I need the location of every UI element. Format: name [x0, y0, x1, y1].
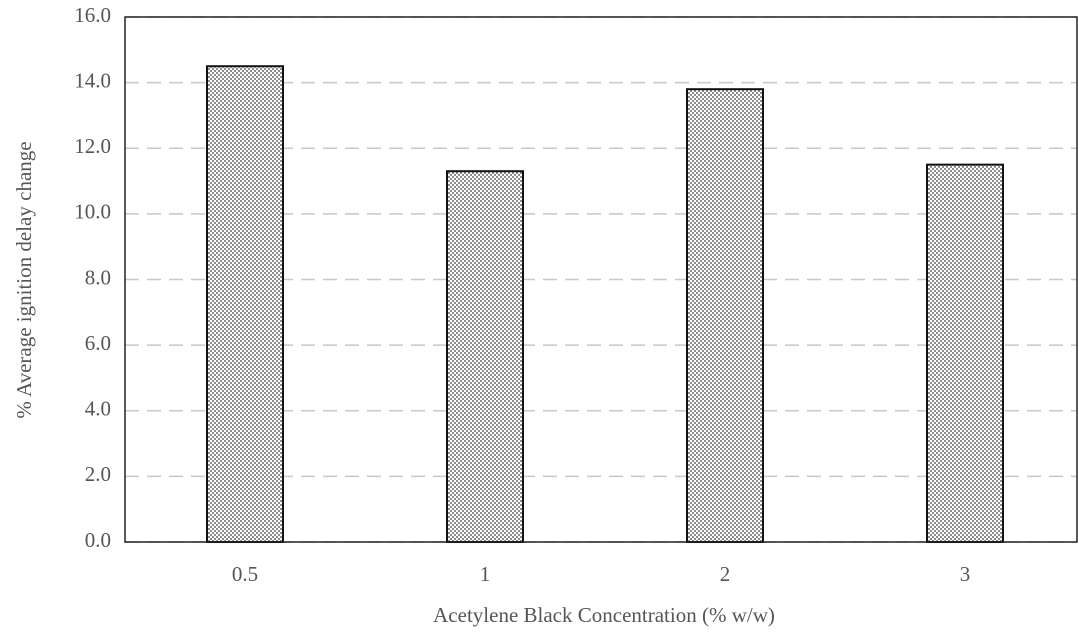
y-tick-label: 6.0 [85, 331, 111, 355]
y-tick-label: 2.0 [85, 462, 111, 486]
y-tick-label: 14.0 [74, 68, 111, 92]
bar [926, 163, 1004, 543]
y-tick-label: 16.0 [74, 3, 111, 27]
y-tick-label: 10.0 [74, 200, 111, 224]
y-tick-label: 8.0 [85, 265, 111, 289]
bar [446, 170, 524, 543]
bar [206, 65, 284, 543]
y-tick-label: 12.0 [74, 134, 111, 158]
y-tick-label: 4.0 [85, 397, 111, 421]
bar [686, 88, 764, 543]
y-tick-label: 0.0 [85, 528, 111, 552]
x-tick-label: 1 [480, 562, 491, 586]
x-tick-label: 3 [960, 562, 971, 586]
x-axis-label: Acetylene Black Concentration (% w/w) [433, 603, 775, 627]
x-tick-label: 2 [720, 562, 731, 586]
x-tick-label: 0.5 [232, 562, 258, 586]
y-axis-label: % Average ignition delay change [12, 141, 36, 418]
plot-frame [124, 16, 1078, 543]
